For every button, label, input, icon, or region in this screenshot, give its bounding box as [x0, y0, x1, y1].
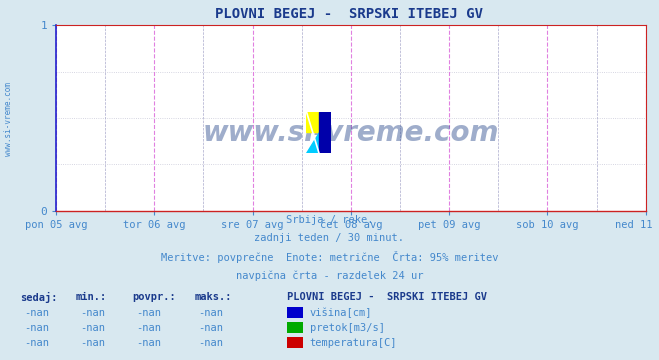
Bar [319, 112, 331, 153]
Text: -nan: -nan [24, 308, 49, 318]
Text: -nan: -nan [24, 338, 49, 348]
Text: -nan: -nan [198, 338, 223, 348]
Text: zadnji teden / 30 minut.: zadnji teden / 30 minut. [254, 233, 405, 243]
Text: višina[cm]: višina[cm] [310, 308, 372, 318]
Text: -nan: -nan [80, 308, 105, 318]
Text: min.:: min.: [76, 292, 107, 302]
Text: -nan: -nan [80, 338, 105, 348]
Text: -nan: -nan [136, 308, 161, 318]
Text: Srbija / reke.: Srbija / reke. [286, 215, 373, 225]
Text: -nan: -nan [198, 308, 223, 318]
Text: pretok[m3/s]: pretok[m3/s] [310, 323, 385, 333]
Text: temperatura[C]: temperatura[C] [310, 338, 397, 348]
Text: -nan: -nan [80, 323, 105, 333]
Text: www.si-vreme.com: www.si-vreme.com [203, 119, 499, 147]
Text: PLOVNI BEGEJ -  SRPSKI ITEBEJ GV: PLOVNI BEGEJ - SRPSKI ITEBEJ GV [215, 7, 483, 21]
Text: PLOVNI BEGEJ -  SRPSKI ITEBEJ GV: PLOVNI BEGEJ - SRPSKI ITEBEJ GV [287, 292, 486, 302]
Text: povpr.:: povpr.: [132, 292, 175, 302]
Text: -nan: -nan [136, 323, 161, 333]
Polygon shape [306, 132, 319, 153]
Bar [306, 112, 319, 132]
Text: maks.:: maks.: [194, 292, 232, 302]
Text: www.si-vreme.com: www.si-vreme.com [4, 82, 13, 156]
Text: -nan: -nan [198, 323, 223, 333]
Text: -nan: -nan [24, 323, 49, 333]
Text: navpična črta - razdelek 24 ur: navpična črta - razdelek 24 ur [236, 270, 423, 281]
Text: -nan: -nan [136, 338, 161, 348]
Text: Meritve: povprečne  Enote: metrične  Črta: 95% meritev: Meritve: povprečne Enote: metrične Črta:… [161, 251, 498, 263]
Text: sedaj:: sedaj: [20, 292, 57, 302]
